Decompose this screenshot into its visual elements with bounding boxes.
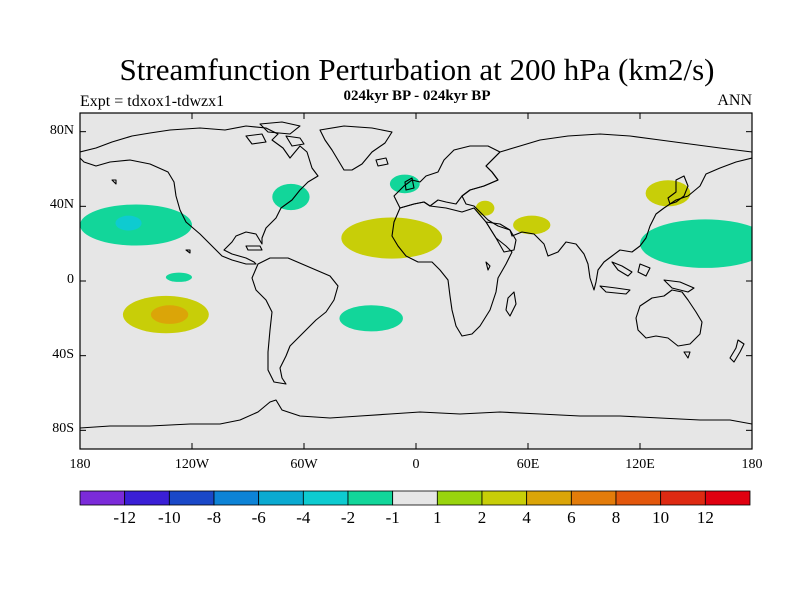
anomaly-south-atlantic-negative xyxy=(339,305,403,332)
lat-label: 80S xyxy=(52,421,74,437)
chart-subtitle: 024kyr BP - 024kyr BP xyxy=(343,88,491,104)
map-background xyxy=(80,113,752,449)
anomaly-east-asia-positive xyxy=(645,180,691,207)
colorbar-label: -2 xyxy=(340,508,356,527)
experiment-label: Expt = tdxox1-tdwzx1 xyxy=(80,93,225,110)
coast-africa xyxy=(391,201,513,337)
lon-label: 60E xyxy=(516,457,540,472)
coast-australia xyxy=(635,289,703,347)
anomaly-tropical-pacific-negative xyxy=(165,272,192,282)
colorbar-swatch xyxy=(660,490,706,506)
coast-north-america xyxy=(80,125,319,265)
colorbar-label: 8 xyxy=(611,508,621,527)
colorbar-swatch xyxy=(347,490,394,506)
anomaly-west-pacific-negative xyxy=(640,219,752,268)
lat-label: 80N xyxy=(49,122,74,138)
lat-label: 40S xyxy=(52,346,74,362)
colorbar-label: -8 xyxy=(206,508,222,527)
anomaly-central-asia-positive xyxy=(513,215,551,235)
colorbar-swatch xyxy=(124,490,170,506)
colorbar-label: 1 xyxy=(433,508,442,527)
lat-label: 0 xyxy=(67,272,74,287)
lon-label: 120E xyxy=(625,457,655,472)
coast-south-america xyxy=(251,257,339,385)
anomaly-layer xyxy=(80,174,752,334)
colorbar-label: 12 xyxy=(696,508,714,527)
lon-label: 120W xyxy=(174,457,210,472)
colorbar-swatch xyxy=(570,490,617,506)
coast-asia xyxy=(461,133,752,291)
coast-antarctica xyxy=(80,399,752,429)
coastline-layer xyxy=(80,121,752,429)
anomaly-tropical-atlantic-positive xyxy=(341,217,443,259)
colorbar-swatch xyxy=(213,490,260,506)
lat-label: 40N xyxy=(49,197,74,213)
lon-label: 60W xyxy=(290,457,318,472)
colorbar-swatch xyxy=(392,490,438,506)
lon-label: 180 xyxy=(69,457,91,472)
coast-greenland xyxy=(319,125,393,171)
colorbar-swatch xyxy=(168,490,215,506)
anomaly-core-north-pacific-negative xyxy=(115,215,142,231)
colorbar-label: -4 xyxy=(296,508,311,527)
coast-japan xyxy=(667,175,689,205)
colorbar-swatch xyxy=(79,490,126,506)
colorbar-label: -10 xyxy=(157,508,181,527)
lon-label: 0 xyxy=(412,457,420,472)
lon-label: 180 xyxy=(741,457,763,472)
colorbar-label: 6 xyxy=(567,508,576,527)
colorbar-swatch xyxy=(436,490,483,506)
colorbar-swatch xyxy=(481,490,528,506)
colorbar-swatch xyxy=(258,490,304,506)
colorbar xyxy=(79,490,751,506)
anomaly-north-america-east-negative xyxy=(272,183,310,211)
colorbar-swatch xyxy=(526,490,572,506)
season-label: ANN xyxy=(717,92,752,109)
colorbar-label: 10 xyxy=(652,508,670,527)
colorbar-swatch xyxy=(615,490,662,506)
colorbar-label: -12 xyxy=(113,508,136,527)
colorbar-label: 2 xyxy=(477,508,487,527)
colorbar-label: 4 xyxy=(522,508,531,527)
colorbar-swatch xyxy=(302,490,349,506)
axis-ticks xyxy=(79,113,753,449)
anomaly-core-south-pacific-positive xyxy=(150,305,189,324)
colorbar-swatch xyxy=(704,490,751,506)
chart-title: Streamfunction Perturbation at 200 hPa (… xyxy=(119,52,715,87)
colorbar-label: -1 xyxy=(385,508,400,527)
colorbar-label: -6 xyxy=(251,508,266,527)
